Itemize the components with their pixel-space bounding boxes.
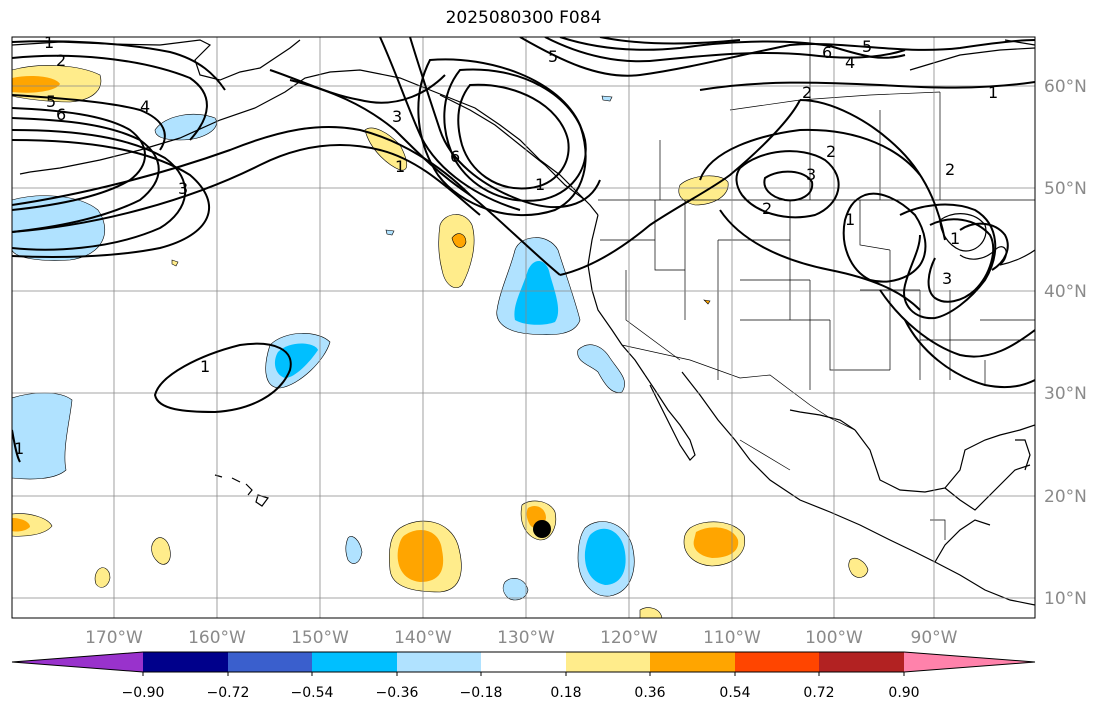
colorbar-extend-min bbox=[12, 652, 143, 672]
colorbar-tick-label: −0.54 bbox=[291, 685, 334, 701]
contour-label: 1 bbox=[14, 439, 24, 458]
contour-label: 3 bbox=[942, 269, 952, 288]
anomaly-shading bbox=[12, 65, 869, 618]
hurricane-center-marker bbox=[533, 520, 551, 538]
lat-label: 10°N bbox=[1044, 589, 1087, 609]
map-frame bbox=[11, 36, 1036, 619]
colorbar-segment bbox=[228, 652, 312, 672]
lon-label: 170°W bbox=[85, 628, 143, 648]
lon-label: 110°W bbox=[703, 628, 761, 648]
colorbar-segment bbox=[735, 652, 819, 672]
contour-lines bbox=[12, 37, 1035, 463]
lon-label: 150°W bbox=[291, 628, 349, 648]
latitude-labels: 60°N 50°N 40°N 30°N 20°N 10°N bbox=[1044, 77, 1087, 609]
colorbar-tick-label: 0.72 bbox=[803, 685, 834, 701]
colorbar-segment bbox=[143, 652, 228, 672]
lon-label: 120°W bbox=[600, 628, 658, 648]
lat-label: 40°N bbox=[1044, 282, 1087, 302]
contour-label: 2 bbox=[762, 199, 772, 218]
coastlines bbox=[12, 39, 1035, 606]
colorbar-segment bbox=[566, 652, 650, 672]
contour-label: 1 bbox=[535, 175, 545, 194]
lon-label: 130°W bbox=[497, 628, 555, 648]
colorbar-tick-label: 0.54 bbox=[719, 685, 750, 701]
map-area: 1 2 5 6 4 3 1 5 3 6 1 6 5 4 2 1 2 3 2 1 … bbox=[12, 33, 1035, 618]
contour-label: 1 bbox=[988, 83, 998, 102]
colorbar-segment bbox=[397, 652, 481, 672]
contour-label: 3 bbox=[392, 107, 402, 126]
lon-label: 100°W bbox=[805, 628, 863, 648]
lon-label: 160°W bbox=[188, 628, 246, 648]
colorbar-segment bbox=[819, 652, 904, 672]
colorbar-segment bbox=[650, 652, 735, 672]
colorbar-tick-label: −0.90 bbox=[122, 685, 165, 701]
contour-label: 4 bbox=[140, 97, 150, 116]
colorbar-tick-label: −0.72 bbox=[207, 685, 250, 701]
colorbar-tick-labels: −0.90 −0.72 −0.54 −0.36 −0.18 0.18 0.36 … bbox=[122, 685, 920, 701]
political-borders bbox=[598, 37, 1035, 540]
map-title: 2025080300 F084 bbox=[445, 8, 602, 28]
contour-label: 1 bbox=[44, 33, 54, 52]
contour-label: 1 bbox=[395, 157, 405, 176]
colorbar-tick-label: −0.36 bbox=[376, 685, 419, 701]
contour-label: 3 bbox=[806, 165, 816, 184]
lat-label: 30°N bbox=[1044, 384, 1087, 404]
colorbar-extend-max bbox=[904, 652, 1035, 672]
longitude-labels: 170°W 160°W 150°W 140°W 130°W 120°W 110°… bbox=[85, 628, 958, 648]
contour-label: 2 bbox=[802, 83, 812, 102]
contour-label: 6 bbox=[450, 147, 460, 166]
contour-label: 3 bbox=[178, 179, 188, 198]
contour-label: 6 bbox=[822, 43, 832, 62]
colorbar bbox=[11, 651, 1036, 676]
contour-label: 5 bbox=[46, 92, 56, 111]
contour-label: 5 bbox=[862, 37, 872, 56]
contour-label: 4 bbox=[845, 53, 855, 72]
contour-label: 6 bbox=[56, 105, 66, 124]
lon-label: 90°W bbox=[911, 628, 958, 648]
contour-label: 2 bbox=[56, 51, 66, 70]
colorbar-tick-label: 0.36 bbox=[634, 685, 665, 701]
contour-label: 1 bbox=[950, 229, 960, 248]
contour-label: 1 bbox=[845, 210, 855, 229]
lat-label: 20°N bbox=[1044, 487, 1087, 507]
colorbar-segment bbox=[481, 652, 566, 672]
contour-label: 5 bbox=[548, 47, 558, 66]
colorbar-tick-label: 0.18 bbox=[550, 685, 581, 701]
lat-label: 50°N bbox=[1044, 179, 1087, 199]
lon-label: 140°W bbox=[394, 628, 452, 648]
graticule bbox=[12, 37, 1035, 618]
contour-label: 2 bbox=[945, 160, 955, 179]
contour-label: 2 bbox=[826, 142, 836, 161]
colorbar-tick-label: 0.90 bbox=[888, 685, 919, 701]
colorbar-segment bbox=[312, 652, 397, 672]
contour-label: 1 bbox=[200, 357, 210, 376]
contour-labels: 1 2 5 6 4 3 1 5 3 6 1 6 5 4 2 1 2 3 2 1 … bbox=[14, 33, 998, 458]
lat-label: 60°N bbox=[1044, 77, 1087, 97]
colorbar-tick-label: −0.18 bbox=[460, 685, 503, 701]
